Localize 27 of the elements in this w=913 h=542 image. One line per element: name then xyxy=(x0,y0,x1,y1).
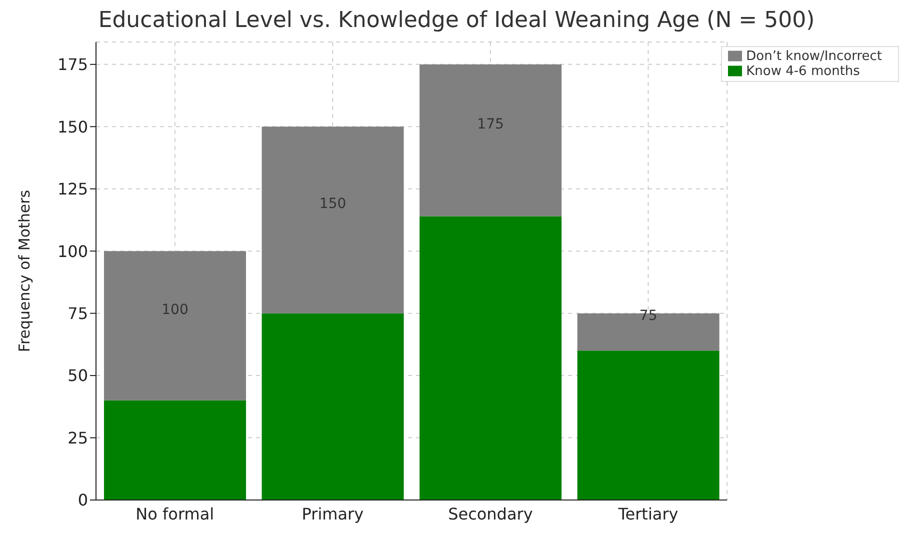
x-tick-label: Primary xyxy=(302,504,364,524)
bar xyxy=(104,400,246,500)
total-label: 150 xyxy=(319,196,346,212)
x-tick-label: Secondary xyxy=(448,504,533,524)
legend-label: Know 4-6 months xyxy=(746,64,860,79)
total-label: 175 xyxy=(477,116,504,132)
legend-label: Don’t know/Incorrect xyxy=(746,49,882,64)
y-tick-label: 75 xyxy=(68,304,88,323)
bar xyxy=(104,251,246,400)
bar xyxy=(262,313,404,500)
x-tick-label: No formal xyxy=(136,504,214,524)
y-tick-label: 25 xyxy=(68,428,88,448)
y-axis-title: Frequency of Mothers xyxy=(15,190,34,352)
y-tick-label: 125 xyxy=(57,180,88,199)
y-tick-label: 175 xyxy=(57,55,88,74)
x-tick-label: Tertiary xyxy=(617,504,678,524)
bar xyxy=(262,126,404,314)
chart-title: Educational Level vs. Knowledge of Ideal Weaning Age (N = 500) xyxy=(97,8,816,35)
bar xyxy=(577,350,720,500)
y-tick-label: 0 xyxy=(78,490,88,510)
bar xyxy=(420,64,562,216)
total-label: 100 xyxy=(162,302,188,318)
y-tick-label: 50 xyxy=(68,366,88,386)
y-tick-label: 150 xyxy=(57,117,88,136)
total-label: 75 xyxy=(639,308,658,324)
bar xyxy=(420,216,562,500)
y-tick-label: 100 xyxy=(57,242,88,261)
